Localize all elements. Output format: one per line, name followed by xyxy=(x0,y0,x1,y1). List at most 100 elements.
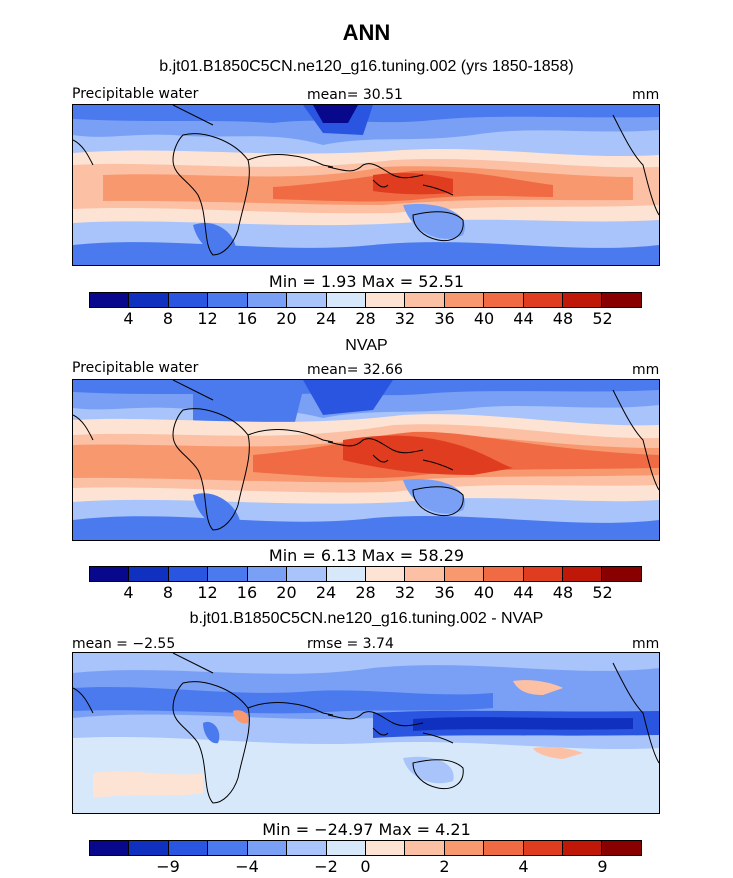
tick-label: 4 xyxy=(518,857,529,876)
colorbar-3-seg-8 xyxy=(365,841,406,855)
colorbar-3-seg-3 xyxy=(168,841,209,855)
tick-label: 32 xyxy=(394,309,416,328)
tick-label: 8 xyxy=(162,309,174,328)
panel-1-variable-label: Precipitable water xyxy=(72,86,199,102)
figure-title: ANN xyxy=(342,20,391,45)
colorbar-3-seg-7 xyxy=(326,841,366,855)
panel-2-map xyxy=(72,379,660,541)
panel-3-rmse-label: rmse = 3.74 xyxy=(307,636,394,652)
colorbar-2-seg-12 xyxy=(523,567,564,581)
colorbar-1-seg-1 xyxy=(90,293,130,307)
panel-1-mean-label: mean= 30.51 xyxy=(307,87,403,103)
tick-label: 12 xyxy=(197,309,218,328)
panel-2-minmax: Min = 6.13 Max = 58.29 xyxy=(268,546,465,565)
colorbar-2-seg-7 xyxy=(326,567,366,581)
colorbar-1-seg-4 xyxy=(208,293,248,307)
panel-1-subtitle: b.jt01.B1850C5CN.ne120_g16.tuning.002 (y… xyxy=(159,58,574,75)
colorbar-1-seg-3 xyxy=(168,293,209,307)
colorbar-1-seg-7 xyxy=(326,293,366,307)
colorbar-1-seg-9 xyxy=(405,293,445,307)
panel-3-subtitle: b.jt01.B1850C5CN.ne120_g16.tuning.002 - … xyxy=(189,610,544,627)
tick-label: 44 xyxy=(513,309,534,328)
colorbar-2-seg-14 xyxy=(602,567,641,581)
panel-2-ticks: 4 8 12 16 20 24 28 32 36 40 44 48 52 xyxy=(89,583,642,603)
tick-label: 2 xyxy=(439,857,450,876)
colorbar-2-seg-9 xyxy=(405,567,445,581)
panel-1-ticks: 4 8 12 16 20 24 28 32 36 40 44 48 52 xyxy=(89,309,642,329)
tick-label: 8 xyxy=(162,583,174,602)
panel-2-mean-label: mean= 32.66 xyxy=(307,362,403,378)
tick-label: 4 xyxy=(123,309,134,328)
tick-label: 48 xyxy=(552,583,574,602)
tick-label: 32 xyxy=(394,583,416,602)
colorbar-2-seg-3 xyxy=(168,567,209,581)
tick-label: 16 xyxy=(236,309,258,328)
colorbar-2-seg-6 xyxy=(287,567,327,581)
tick-label: 0 xyxy=(360,857,371,876)
colorbar-3-seg-4 xyxy=(208,841,248,855)
colorbar-1-seg-12 xyxy=(523,293,564,307)
tick-label: −4 xyxy=(235,857,259,876)
panel-1-map xyxy=(72,104,660,266)
colorbar-3-seg-6 xyxy=(287,841,327,855)
panel-1-minmax: Min = 1.93 Max = 52.51 xyxy=(268,272,465,291)
colorbar-2-seg-8 xyxy=(365,567,406,581)
tick-label: 12 xyxy=(197,583,218,602)
panel-2-units-label: mm xyxy=(632,362,660,378)
colorbar-1-seg-8 xyxy=(365,293,406,307)
colorbar-2-seg-4 xyxy=(208,567,248,581)
colorbar-3-seg-12 xyxy=(523,841,564,855)
tick-label: 16 xyxy=(236,583,258,602)
tick-label: −2 xyxy=(314,857,338,876)
panel-2-subtitle: NVAP xyxy=(345,337,388,354)
colorbar-1-seg-6 xyxy=(287,293,327,307)
panel-2-colorbar xyxy=(89,566,642,582)
colorbar-2-seg-1 xyxy=(90,567,130,581)
colorbar-2-seg-5 xyxy=(247,567,288,581)
panel-1-colorbar xyxy=(89,292,642,308)
tick-label: 20 xyxy=(276,583,297,602)
tick-label: 9 xyxy=(597,857,608,876)
tick-label: 44 xyxy=(513,583,534,602)
colorbar-3-seg-10 xyxy=(444,841,485,855)
colorbar-2-seg-11 xyxy=(484,567,524,581)
tick-label: −9 xyxy=(156,857,180,876)
colorbar-2-seg-2 xyxy=(129,567,169,581)
tick-label: 36 xyxy=(434,583,455,602)
colorbar-1-seg-10 xyxy=(444,293,485,307)
colorbar-1-seg-11 xyxy=(484,293,524,307)
colorbar-3-seg-11 xyxy=(484,841,524,855)
colorbar-3-seg-5 xyxy=(247,841,288,855)
tick-label: 40 xyxy=(473,309,495,328)
tick-label: 24 xyxy=(315,309,337,328)
tick-label: 4 xyxy=(123,583,134,602)
panel-3-minmax: Min = −24.97 Max = 4.21 xyxy=(262,820,471,839)
tick-label: 52 xyxy=(592,583,613,602)
colorbar-1-seg-14 xyxy=(602,293,641,307)
colorbar-1-seg-5 xyxy=(247,293,288,307)
colorbar-2-seg-13 xyxy=(563,567,603,581)
colorbar-3-seg-1 xyxy=(90,841,130,855)
panel-3-map xyxy=(72,652,660,814)
colorbar-3-seg-14 xyxy=(602,841,641,855)
panel-3-ticks: −9 −4 −2 0 2 4 9 xyxy=(89,857,642,877)
tick-label: 28 xyxy=(355,583,376,602)
tick-label: 36 xyxy=(434,309,455,328)
panel-3-mean-label: mean = −2.55 xyxy=(72,636,176,652)
panel-2-variable-label: Precipitable water xyxy=(72,360,199,376)
colorbar-3-seg-9 xyxy=(405,841,445,855)
colorbar-2-seg-10 xyxy=(444,567,485,581)
tick-label: 28 xyxy=(355,309,376,328)
panel-3-units-label: mm xyxy=(632,636,660,652)
colorbar-3-seg-13 xyxy=(563,841,603,855)
colorbar-1-seg-2 xyxy=(129,293,169,307)
panel-1-units-label: mm xyxy=(632,87,660,103)
panel-3-colorbar xyxy=(89,840,642,856)
tick-label: 24 xyxy=(315,583,337,602)
tick-label: 52 xyxy=(592,309,613,328)
tick-label: 48 xyxy=(552,309,574,328)
colorbar-1-seg-13 xyxy=(563,293,603,307)
colorbar-3-seg-2 xyxy=(129,841,169,855)
tick-label: 20 xyxy=(276,309,297,328)
tick-label: 40 xyxy=(473,583,495,602)
